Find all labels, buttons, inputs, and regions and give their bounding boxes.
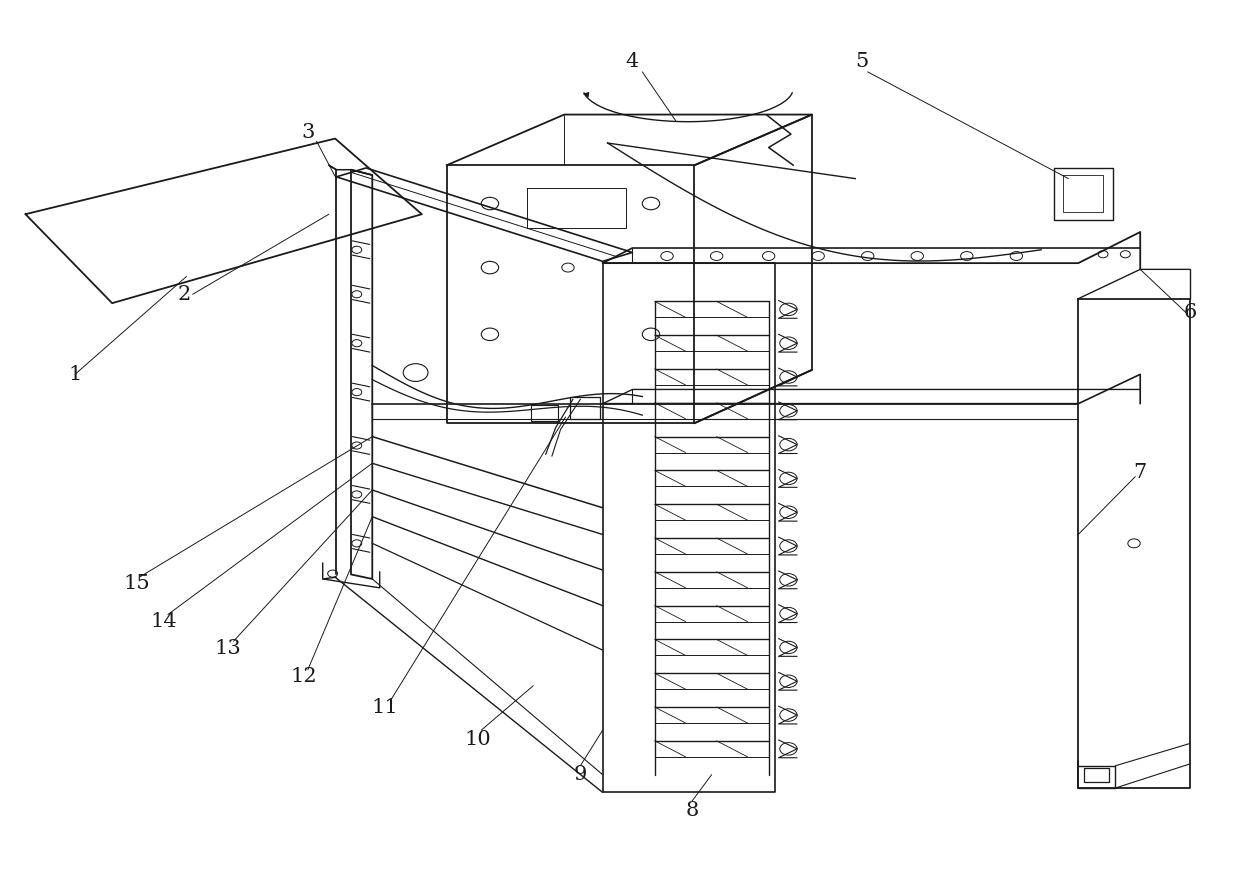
Text: 5: 5: [854, 52, 868, 70]
Text: 14: 14: [151, 612, 177, 631]
Text: 9: 9: [574, 765, 587, 784]
Text: 15: 15: [124, 574, 150, 593]
Text: 8: 8: [686, 801, 698, 820]
Text: 1: 1: [68, 364, 82, 384]
Text: 12: 12: [291, 667, 317, 686]
Text: 6: 6: [1183, 303, 1197, 322]
Text: 3: 3: [301, 123, 315, 142]
Text: 7: 7: [1133, 462, 1147, 482]
Text: 2: 2: [177, 285, 191, 304]
Text: 10: 10: [464, 730, 491, 748]
Text: 11: 11: [371, 699, 398, 717]
Text: 13: 13: [215, 639, 241, 658]
Text: 4: 4: [626, 52, 639, 70]
